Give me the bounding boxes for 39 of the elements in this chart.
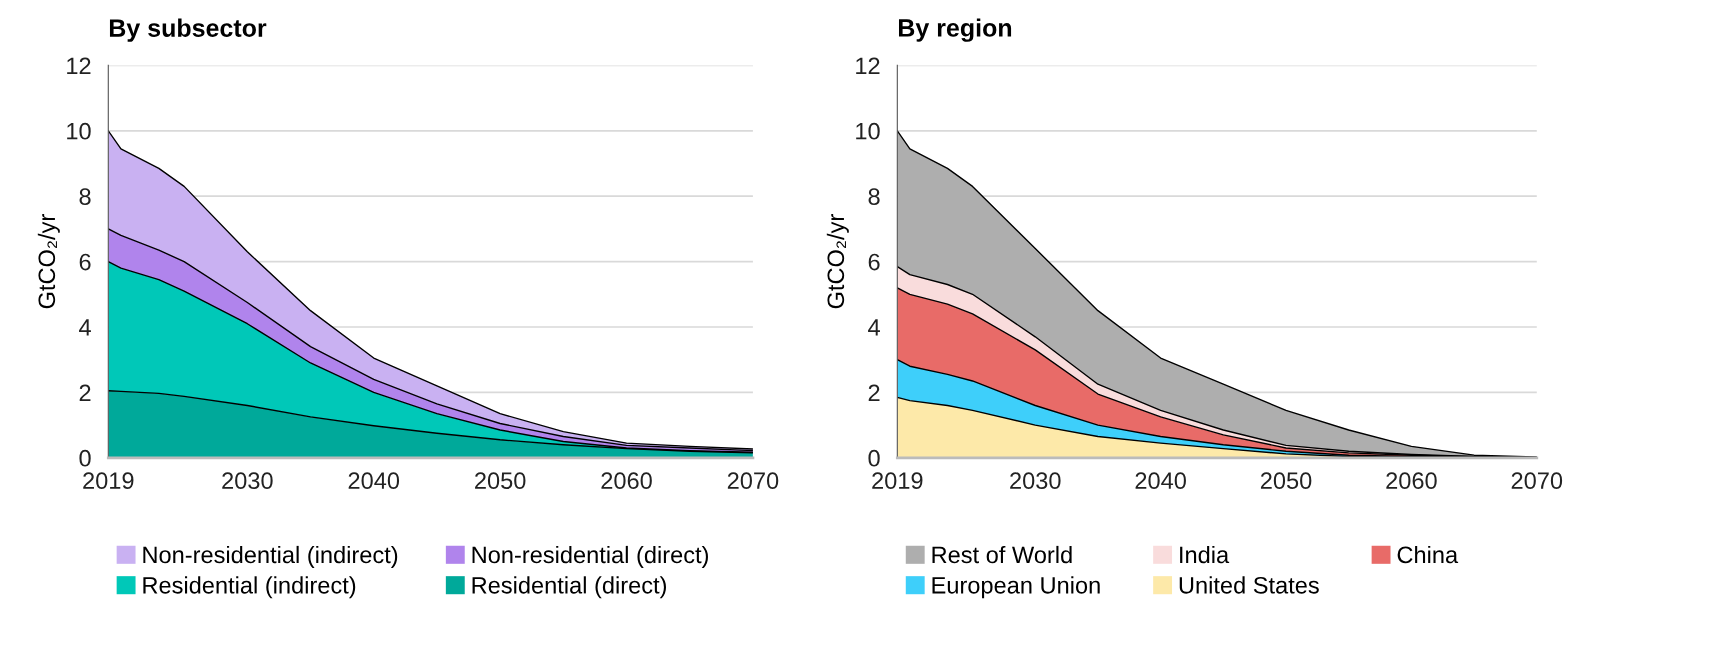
y-tick-label: 2 — [79, 384, 91, 401]
legend-label: Non-residential (indirect) — [143, 545, 398, 568]
y-tick-label: 6 — [868, 253, 880, 271]
x-tick-label: 2019 — [872, 472, 923, 490]
y-tick-label: 0 — [79, 449, 91, 467]
y-tick-label: 4 — [79, 319, 91, 336]
x-tick-label: 2070 — [727, 472, 779, 490]
x-tick-label: 2040 — [348, 472, 400, 490]
legend-label: European Union — [932, 576, 1100, 599]
x-tick-label: 2040 — [1135, 472, 1186, 490]
legend-label: Residential (indirect) — [143, 576, 356, 599]
legend-label: China — [1397, 545, 1459, 564]
y-tick-label: 0 — [868, 449, 880, 467]
y-tick-label: 12 — [67, 57, 91, 74]
x-tick-label: 2030 — [222, 472, 273, 490]
y-axis-title: GtCO₂/yr — [37, 214, 60, 309]
y-tick-label: 8 — [868, 188, 880, 205]
y-tick-label: 10 — [67, 122, 91, 140]
y-tick-label: 6 — [79, 253, 91, 271]
legend-label: India — [1180, 545, 1230, 564]
x-tick-label: 2050 — [1260, 472, 1312, 490]
y-tick-label: 8 — [79, 188, 91, 205]
x-tick-label: 2050 — [475, 472, 526, 490]
chart-title: By region — [898, 18, 1012, 42]
legend-label: Rest of World — [932, 545, 1072, 564]
chart-title: By subsector — [109, 18, 267, 42]
legend-label: Non-residential (direct) — [472, 545, 708, 568]
x-tick-label: 2060 — [601, 472, 652, 490]
y-tick-label: 2 — [868, 384, 880, 401]
y-axis-title: GtCO₂/yr — [826, 214, 849, 309]
y-tick-label: 10 — [856, 122, 880, 140]
x-tick-label: 2070 — [1511, 472, 1563, 490]
x-tick-label: 2060 — [1386, 472, 1437, 490]
y-tick-label: 4 — [868, 319, 880, 336]
legend-label: Residential (direct) — [472, 576, 667, 599]
legend-label: United States — [1179, 576, 1319, 594]
x-tick-label: 2030 — [1010, 472, 1061, 490]
y-tick-label: 12 — [856, 57, 880, 74]
x-tick-label: 2019 — [83, 472, 134, 490]
